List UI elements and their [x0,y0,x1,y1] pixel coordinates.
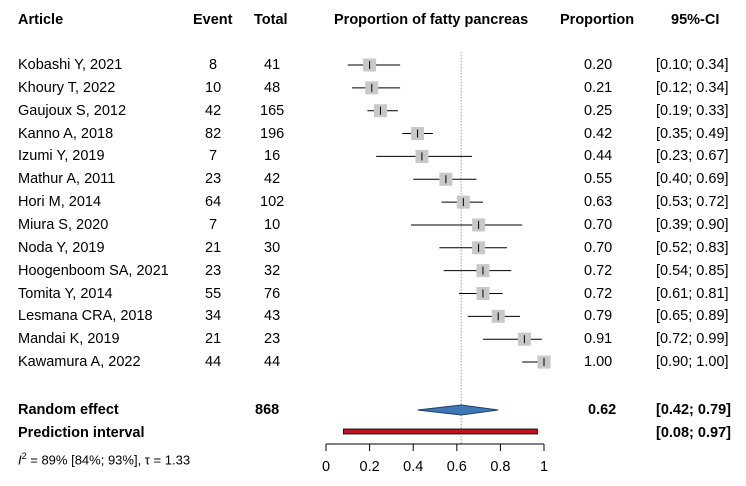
study-total: 32 [264,262,281,279]
study-event: 10 [205,79,222,96]
study-ci: [0.90; 1.00] [656,354,729,371]
study-total: 76 [264,285,281,302]
study-proportion: 0.70 [584,239,613,256]
study-ci: [0.52; 0.83] [656,239,729,256]
random-effect-total: 868 [255,402,280,418]
prediction-interval-label: Prediction interval [18,425,145,441]
study-proportion: 1.00 [584,354,613,371]
random-effect-proportion: 0.62 [588,402,617,418]
study-total: 30 [264,239,281,256]
study-event: 8 [209,57,218,73]
study-label: Hori M, 2014 [18,194,102,211]
prediction-interval-bar [343,428,538,435]
study-proportion: 0.79 [584,308,613,325]
study-label: Tomita Y, 2014 [18,285,113,302]
i2-superscript: 2 [21,451,27,461]
study-proportion: 0.44 [584,148,613,165]
study-ci: [0.35; 0.49] [656,125,729,142]
study-event: 21 [205,239,222,256]
study-ci: [0.54; 0.85] [656,262,729,279]
study-label: Kanno A, 2018 [18,125,114,142]
study-event: 7 [209,216,218,233]
x-tick-label: 0 [322,459,330,475]
study-total: 165 [260,102,285,119]
study-total: 10 [264,216,281,233]
study-event: 21 [205,331,222,348]
study-proportion: 0.25 [584,102,613,119]
study-ci: [0.39; 0.90] [656,216,729,233]
study-total: 102 [260,194,285,211]
study-event: 55 [205,285,222,302]
header-article: Article [18,12,64,28]
study-proportion: 0.72 [584,285,613,302]
study-total: 23 [264,331,281,348]
x-tick-label: 0.8 [490,459,510,475]
study-event: 64 [205,194,222,211]
study-label: Mathur A, 2011 [18,171,116,188]
random-effect-label: Random effect [18,402,119,418]
study-proportion: 0.91 [584,331,613,348]
study-ci: [0.12; 0.34] [656,79,729,96]
study-total: 16 [264,148,281,165]
study-event: 44 [205,354,222,371]
study-ci: [0.65; 0.89] [656,308,729,325]
study-proportion: 0.72 [584,262,613,279]
study-proportion: 0.21 [584,79,613,96]
study-event: 42 [205,102,222,119]
study-total: 48 [264,79,281,96]
header-ci: 95%-CI [671,12,720,28]
study-label: Gaujoux S, 2012 [18,102,127,119]
random-effect-ci: [0.42; 0.79] [656,402,731,418]
chart-title: Proportion of fatty pancreas [334,12,529,28]
study-event: 23 [205,262,222,279]
study-label: Lesmana CRA, 2018 [18,308,153,325]
study-label: Kawamura A, 2022 [18,354,141,371]
header-total: Total [254,12,288,28]
study-total: 196 [260,125,285,142]
study-event: 82 [205,125,222,142]
x-tick-label: 1 [540,459,548,475]
study-label: Khoury T, 2022 [18,79,116,96]
prediction-interval-ci: [0.08; 0.97] [656,425,731,441]
study-ci: [0.53; 0.72] [656,194,729,211]
x-tick-label: 0.2 [360,459,380,475]
study-ci: [0.23; 0.67] [656,148,729,165]
study-proportion: 0.70 [584,216,613,233]
study-total: 43 [264,308,281,325]
study-proportion: 0.63 [584,194,613,211]
random-effect-diamond [417,404,499,416]
study-proportion: 0.55 [584,171,613,188]
study-label: Miura S, 2020 [18,216,109,233]
x-tick-label: 0.6 [447,459,467,475]
i2-symbol: I [18,452,22,468]
study-label: Noda Y, 2019 [18,239,105,256]
x-tick-label: 0.4 [403,459,423,475]
study-label: Izumi Y, 2019 [18,148,105,165]
study-total: 41 [264,57,281,73]
study-event: 23 [205,171,222,188]
study-total: 44 [264,354,281,371]
study-label: Hoogenboom SA, 2021 [18,262,169,279]
study-proportion: 0.20 [584,57,613,73]
study-ci: [0.72; 0.99] [656,331,729,348]
study-proportion: 0.42 [584,125,613,142]
study-event: 7 [209,148,218,165]
header-event: Event [193,12,233,28]
heterogeneity-stats: I2 = 89% [84%; 93%], τ = 1.33 [18,448,190,468]
study-event: 34 [205,308,222,325]
study-ci: [0.61; 0.81] [656,285,729,302]
study-label: Kobashi Y, 2021 [18,57,123,73]
study-ci: [0.40; 0.69] [656,171,729,188]
study-total: 42 [264,171,281,188]
study-ci: [0.19; 0.33] [656,102,729,119]
header-proportion: Proportion [560,12,635,28]
study-label: Mandai K, 2019 [18,331,120,348]
study-ci: [0.10; 0.34] [656,57,729,73]
heterogeneity-text: = 89% [84%; 93%], τ = 1.33 [26,452,191,468]
